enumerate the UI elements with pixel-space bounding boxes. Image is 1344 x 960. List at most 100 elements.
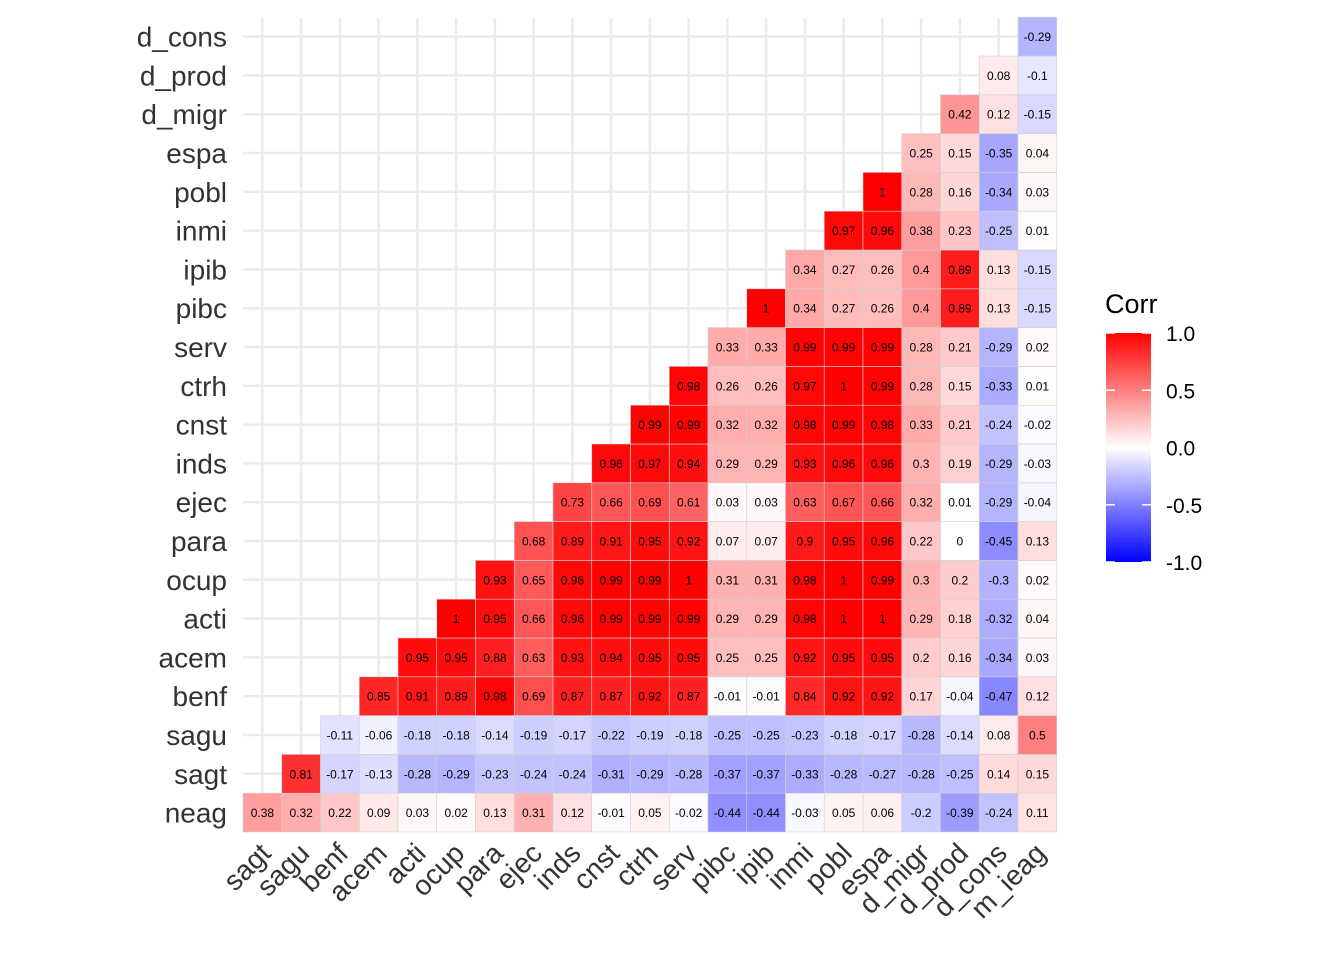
cell-value-label: 0.69	[638, 496, 662, 510]
cell-value-label: 0.29	[754, 457, 778, 471]
cell-value-label: 0.28	[909, 341, 933, 355]
cell-value-label: 0.89	[948, 263, 972, 277]
cell-value-label: 0.94	[677, 457, 701, 471]
cell-value-label: -0.06	[365, 729, 393, 743]
cell-value-label: 0.97	[793, 379, 817, 393]
cell-value-label: -0.18	[830, 729, 858, 743]
heatmap-cell-acem-espa	[862, 637, 903, 678]
cell-value-label: -0.28	[404, 767, 432, 781]
heatmap-cell-neag-d_prod	[940, 792, 980, 833]
heatmap-cell-sagt-espa	[862, 754, 903, 794]
heatmap-cell-ipib-d_cons	[978, 249, 1019, 290]
heatmap-cell-ocup-d_migr	[901, 560, 941, 600]
cell-value-label: -0.01	[752, 690, 780, 704]
heatmap-cell-inds-d_cons	[978, 443, 1019, 484]
cell-value-label: 0.63	[793, 496, 817, 510]
cell-value-label: 0.05	[832, 806, 856, 820]
heatmap-cell-benf-acti	[397, 676, 438, 716]
heatmap-cell-sagt-serv	[668, 754, 709, 794]
cell-value-label: 0.25	[754, 651, 778, 665]
cell-value-label: -0.33	[791, 767, 819, 781]
cell-value-label: 1	[840, 573, 847, 587]
cell-value-label: -0.02	[1024, 418, 1052, 432]
cell-value-label: 0.03	[1026, 651, 1050, 665]
cell-value-label: 0.92	[677, 535, 701, 549]
cell-value-label: 0.31	[716, 573, 740, 587]
heatmap-cell-espa-m_ieag	[1017, 133, 1058, 173]
heatmap-cell-para-pobl	[823, 521, 864, 561]
heatmap-cell-sagt-ejec	[513, 754, 554, 794]
heatmap-cell-d_cons-m_ieag	[1017, 16, 1058, 57]
heatmap-cell-para-pibc	[707, 521, 748, 561]
cell-value-label: 0.99	[677, 612, 701, 626]
y-tick-label: cnst	[176, 410, 228, 441]
cell-value-label: 0.87	[677, 690, 701, 704]
y-tick-label: ipib	[183, 254, 227, 285]
cell-value-label: -0.32	[985, 612, 1013, 626]
heatmap-cell-benf-para	[475, 676, 515, 716]
cell-value-label: 1	[685, 573, 692, 587]
cell-value-label: 0.26	[871, 263, 895, 277]
cell-value-label: -0.29	[985, 457, 1013, 471]
heatmap-cell-pibc-d_prod	[940, 288, 980, 328]
cell-value-label: 0.95	[677, 651, 701, 665]
cell-value-label: -0.19	[636, 729, 664, 743]
heatmap-cell-acem-inds	[552, 637, 593, 678]
heatmap-cell-acem-ctrh	[630, 637, 670, 678]
heatmap-cell-pibc-m_ieag	[1017, 288, 1058, 328]
cell-value-label: 0.34	[793, 263, 817, 277]
cell-value-label: -0.29	[636, 767, 664, 781]
y-tick-label: pobl	[174, 177, 227, 208]
heatmap-cell-ocup-d_cons	[978, 560, 1019, 600]
heatmap-cell-acem-ocup	[436, 637, 476, 678]
y-tick-label: ctrh	[180, 371, 227, 402]
heatmap-cell-benf-serv	[668, 676, 709, 716]
heatmap-cell-ocup-ejec	[513, 560, 554, 600]
heatmap-cell-neag-para	[475, 792, 515, 833]
heatmap-cell-acem-m_ieag	[1017, 637, 1058, 678]
heatmap-cell-inmi-m_ieag	[1017, 210, 1058, 251]
cell-value-label: 0.94	[599, 651, 623, 665]
heatmap-cell-espa-d_cons	[978, 133, 1019, 173]
cell-value-label: 0.3	[913, 573, 930, 587]
cell-value-label: 0.04	[1026, 612, 1050, 626]
heatmap-cell-ctrh-pobl	[823, 366, 864, 406]
heatmap-cell-acti-inmi	[785, 598, 825, 639]
cell-value-label: 0.98	[677, 379, 701, 393]
cell-value-label: 0.85	[367, 690, 391, 704]
heatmap-cell-pibc-d_migr	[901, 288, 941, 328]
heatmap-cell-ipib-d_migr	[901, 249, 941, 290]
heatmap-cell-neag-serv	[668, 792, 709, 833]
heatmap-cell-espa-d_prod	[940, 133, 980, 173]
cell-value-label: 0.38	[251, 806, 275, 820]
y-tick-label: ocup	[166, 565, 227, 596]
cell-value-label: 0.92	[638, 690, 662, 704]
heatmap-cell-benf-acem	[358, 676, 399, 716]
cell-value-label: -0.15	[1024, 302, 1052, 316]
cell-value-label: 0.13	[987, 302, 1011, 316]
heatmap-cell-ocup-espa	[862, 560, 903, 600]
cell-value-label: 0.95	[406, 651, 430, 665]
heatmap-cell-neag-m_ieag	[1017, 792, 1058, 833]
cell-value-label: -0.14	[946, 729, 974, 743]
cell-value-label: 0.5	[1029, 729, 1046, 743]
cell-value-label: 0.9	[797, 535, 814, 549]
cell-value-label: 0.96	[561, 573, 585, 587]
cell-value-label: 0.32	[289, 806, 313, 820]
heatmap-cell-para-cnst	[591, 521, 631, 561]
y-tick-label: para	[171, 526, 227, 557]
y-tick-label: ejec	[176, 487, 227, 518]
cell-value-label: 0.99	[638, 612, 662, 626]
cell-value-label: 0.98	[793, 573, 817, 587]
cell-value-label: 1	[763, 302, 770, 316]
heatmap-cell-sagu-ejec	[513, 715, 554, 755]
heatmap-cell-acti-ctrh	[630, 598, 670, 639]
cell-value-label: -0.19	[520, 729, 548, 743]
cell-value-label: 0.91	[599, 535, 623, 549]
cell-value-label: 0.99	[832, 341, 856, 355]
heatmap-cell-benf-d_cons	[978, 676, 1019, 716]
heatmap-cell-ctrh-serv	[668, 366, 709, 406]
cell-value-label: 0.96	[561, 612, 585, 626]
heatmap-cell-pobl-espa	[862, 172, 903, 212]
heatmap-cell-cnst-ctrh	[630, 404, 670, 445]
